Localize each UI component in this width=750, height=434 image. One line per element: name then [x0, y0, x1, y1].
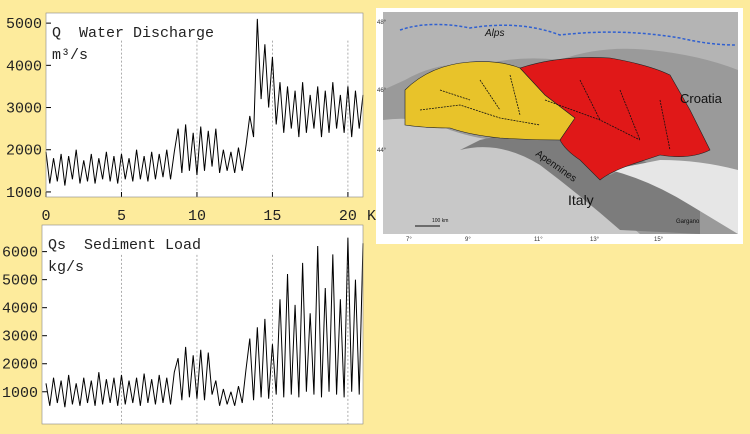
- lon-label: 9°: [465, 237, 471, 243]
- x-tick-label: 0: [41, 208, 50, 225]
- map: Alps Croatia Apennines Italy Gargano 100…: [376, 8, 743, 244]
- y-tick-label: 2000: [6, 143, 42, 160]
- plot-frame: [41, 224, 364, 425]
- x-tick-label: 15: [263, 208, 281, 225]
- x-tick-label: 10: [188, 208, 206, 225]
- po-east-basin: [519, 57, 711, 181]
- y-tick-label: 3000: [6, 101, 42, 118]
- alps-border: [399, 23, 736, 46]
- y-tick-label: 1000: [6, 185, 42, 202]
- lon-label: 13°: [590, 237, 600, 243]
- chart-title: Q Water Discharge: [52, 25, 214, 42]
- y-tick-label: 5000: [6, 16, 42, 33]
- lon-label: 15°: [654, 237, 664, 243]
- scale-label: 100 km: [432, 218, 448, 224]
- y-tick-label: 1000: [2, 385, 38, 402]
- alps-relief: [383, 12, 738, 90]
- x-tick-label: 20: [339, 208, 357, 225]
- y-tick-label: 4000: [2, 301, 38, 318]
- lat-label: 48°: [377, 20, 387, 26]
- y-tick-label: 3000: [2, 329, 38, 346]
- plot-frame: [45, 12, 364, 198]
- lat-label: 46°: [377, 88, 387, 94]
- y-tick-label: 2000: [2, 357, 38, 374]
- chart: 1000 2000 3000 4000 5000 6000 Qs Sediment Load…: [2, 224, 364, 425]
- chart: 1000200030004000500005101520KyBPQ Water …: [6, 12, 437, 225]
- river-network: [419, 74, 671, 151]
- map-label: Gargano: [676, 219, 700, 225]
- sea-shelf: [383, 118, 640, 234]
- y-tick-label: 4000: [6, 58, 42, 75]
- x-tick-label: 5: [117, 208, 126, 225]
- chart-title: Qs Sediment Load: [48, 237, 201, 254]
- y-axis-label: kg/s: [48, 259, 84, 276]
- adriatic: [610, 160, 738, 234]
- plot-area: [42, 225, 363, 424]
- map-label: Italy: [568, 192, 594, 208]
- y-axis-label: m³/s: [52, 47, 88, 64]
- lat-label: 44°: [377, 148, 387, 154]
- map-label: Croatia: [680, 91, 723, 106]
- data-line: [45, 18, 364, 186]
- lon-label: 7°: [406, 237, 412, 243]
- map-label: Alps: [484, 28, 504, 39]
- lon-label: 11°: [534, 237, 543, 243]
- po-west-basin: [404, 61, 576, 141]
- y-tick-label: 6000: [2, 245, 38, 262]
- y-tick-label: 5000: [2, 273, 38, 290]
- peninsula: [460, 135, 700, 234]
- data-line: [45, 237, 364, 408]
